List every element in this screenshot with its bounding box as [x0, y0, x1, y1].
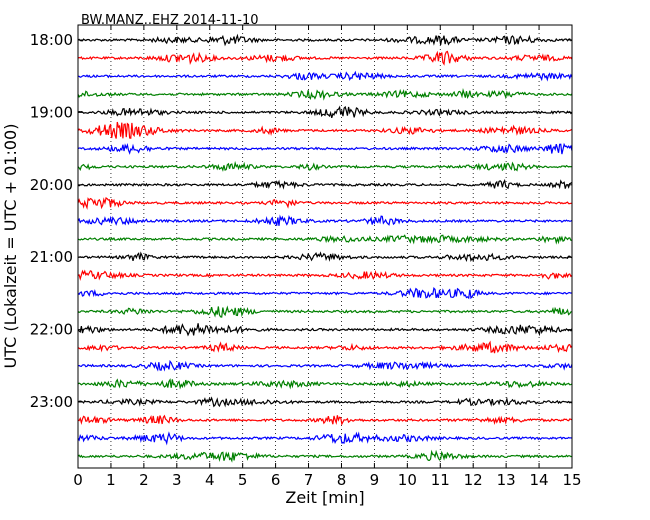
x-tick-label: 8 — [337, 471, 347, 489]
x-tick-label: 1 — [106, 471, 116, 489]
x-tick-label: 4 — [205, 471, 215, 489]
trace-line — [77, 70, 573, 82]
trace-line — [77, 178, 573, 190]
vertical-grid — [110, 25, 540, 468]
y-axis: 18:00 19:00 20:00 21:00 22:00 23:00 — [30, 31, 572, 411]
trace-line — [77, 414, 573, 426]
seismogram-traces — [77, 33, 573, 463]
trace-line — [77, 340, 573, 354]
trace-line — [77, 197, 573, 210]
x-tick-label: 3 — [172, 471, 182, 489]
trace-line — [77, 88, 573, 101]
trace-line — [77, 305, 573, 318]
trace-line — [77, 50, 573, 66]
y-tick-label: 22:00 — [30, 321, 73, 339]
x-tick-label: 11 — [431, 471, 450, 489]
trace-line — [77, 160, 573, 172]
trace-line — [77, 449, 573, 463]
trace-line — [77, 269, 573, 281]
x-axis: 0 1 2 3 4 5 6 7 8 9 10 11 12 13 14 15 — [73, 25, 582, 489]
x-tick-label: 7 — [304, 471, 314, 489]
y-axis-label: UTC (Lokalzeit = UTC + 01:00) — [1, 124, 20, 369]
trace-line — [77, 142, 573, 155]
trace-line — [77, 323, 573, 337]
trace-line — [77, 359, 573, 372]
y-tick-label: 20:00 — [30, 176, 73, 194]
trace-line — [77, 378, 573, 390]
x-tick-label: 5 — [238, 471, 248, 489]
x-tick-label: 10 — [398, 471, 417, 489]
x-tick-label: 12 — [464, 471, 483, 489]
x-axis-label: Zeit [min] — [285, 488, 364, 507]
trace-line — [77, 287, 573, 300]
x-tick-label: 14 — [530, 471, 549, 489]
trace-line — [77, 214, 573, 226]
y-tick-label: 21:00 — [30, 248, 73, 266]
x-tick-label: 2 — [139, 471, 149, 489]
plot-frame — [77, 24, 573, 469]
x-tick-label: 13 — [497, 471, 516, 489]
trace-line — [77, 396, 573, 408]
trace-line — [77, 105, 573, 119]
x-tick-label: 0 — [73, 471, 83, 489]
trace-line — [77, 251, 573, 263]
trace-line — [77, 431, 573, 446]
x-tick-label: 15 — [562, 471, 581, 489]
trace-line — [77, 121, 573, 139]
y-tick-label: 18:00 — [30, 31, 73, 49]
y-tick-label: 19:00 — [30, 103, 73, 121]
x-tick-label: 6 — [271, 471, 281, 489]
trace-line — [77, 234, 573, 245]
trace-line — [77, 33, 573, 47]
x-tick-label: 9 — [370, 471, 380, 489]
chart-title: BW.MANZ..EHZ 2014-11-10 — [81, 13, 259, 28]
y-tick-label: 23:00 — [30, 393, 73, 411]
